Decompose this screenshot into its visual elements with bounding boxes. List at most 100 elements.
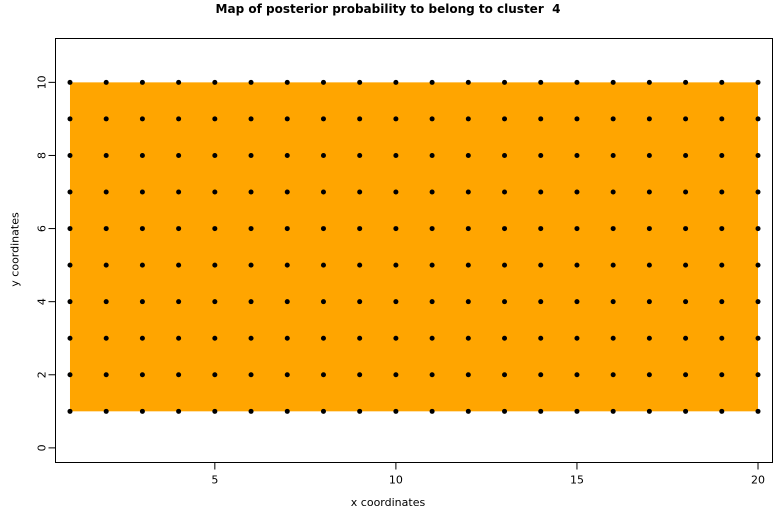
data-point [429,226,435,232]
data-point [610,335,616,341]
data-point [284,262,290,268]
data-point [429,372,435,378]
data-point [538,335,544,341]
data-point [357,372,363,378]
y-tick-label: 0 [36,444,49,451]
data-point [248,299,254,305]
data-point [320,226,326,232]
data-point [502,372,508,378]
y-tick-label: 6 [36,225,49,232]
data-point [103,299,109,305]
data-point [357,226,363,232]
data-point [683,408,689,414]
data-point [610,226,616,232]
data-point [646,189,652,195]
data-point [683,372,689,378]
data-point [502,116,508,122]
data-point [103,116,109,122]
data-point [465,189,471,195]
data-point [646,262,652,268]
data-point [176,152,182,158]
data-point [610,189,616,195]
data-point [574,152,580,158]
data-point [248,262,254,268]
data-point [429,189,435,195]
data-point [574,226,580,232]
data-point [538,79,544,85]
data-point [139,408,145,414]
x-axis-title: x coordinates [350,496,426,509]
data-point [610,152,616,158]
data-point [465,335,471,341]
data-point [248,189,254,195]
data-point [320,116,326,122]
data-point [212,152,218,158]
data-point [139,335,145,341]
data-point [683,152,689,158]
data-point [139,189,145,195]
data-point [320,262,326,268]
data-point [103,372,109,378]
data-point [212,226,218,232]
data-point [248,335,254,341]
data-point [320,408,326,414]
data-point [465,79,471,85]
data-point [284,116,290,122]
data-point [176,299,182,305]
data-point [683,335,689,341]
data-point [212,372,218,378]
data-point [248,372,254,378]
data-point [719,152,725,158]
data-point [176,372,182,378]
data-point [67,116,73,122]
y-tick-label: 8 [36,152,49,159]
data-point [574,335,580,341]
data-point [574,299,580,305]
data-point [320,372,326,378]
data-point [176,408,182,414]
data-point [67,189,73,195]
data-point [284,408,290,414]
data-point [719,372,725,378]
data-point [212,116,218,122]
data-point [429,152,435,158]
data-point [429,408,435,414]
x-tick-label: 10 [389,474,403,487]
data-point [465,152,471,158]
data-point [646,116,652,122]
data-point [284,226,290,232]
data-point [139,262,145,268]
data-point [248,79,254,85]
data-point [719,335,725,341]
data-point [320,335,326,341]
data-point [538,226,544,232]
data-point [357,262,363,268]
data-point [103,189,109,195]
data-point [755,79,761,85]
data-point [646,335,652,341]
data-point [755,226,761,232]
plot-box-layer [55,38,773,463]
data-point [574,372,580,378]
data-point [610,262,616,268]
data-point [719,79,725,85]
data-point [538,189,544,195]
data-point [610,372,616,378]
data-point [212,299,218,305]
y-tick-label: 10 [36,75,49,89]
data-point [103,79,109,85]
data-point [574,408,580,414]
data-point [683,262,689,268]
data-point [67,79,73,85]
data-point [429,79,435,85]
data-point [103,226,109,232]
data-point [176,335,182,341]
data-point [67,335,73,341]
data-point [646,408,652,414]
data-point [357,189,363,195]
data-point [683,226,689,232]
data-point [574,189,580,195]
data-point [357,79,363,85]
